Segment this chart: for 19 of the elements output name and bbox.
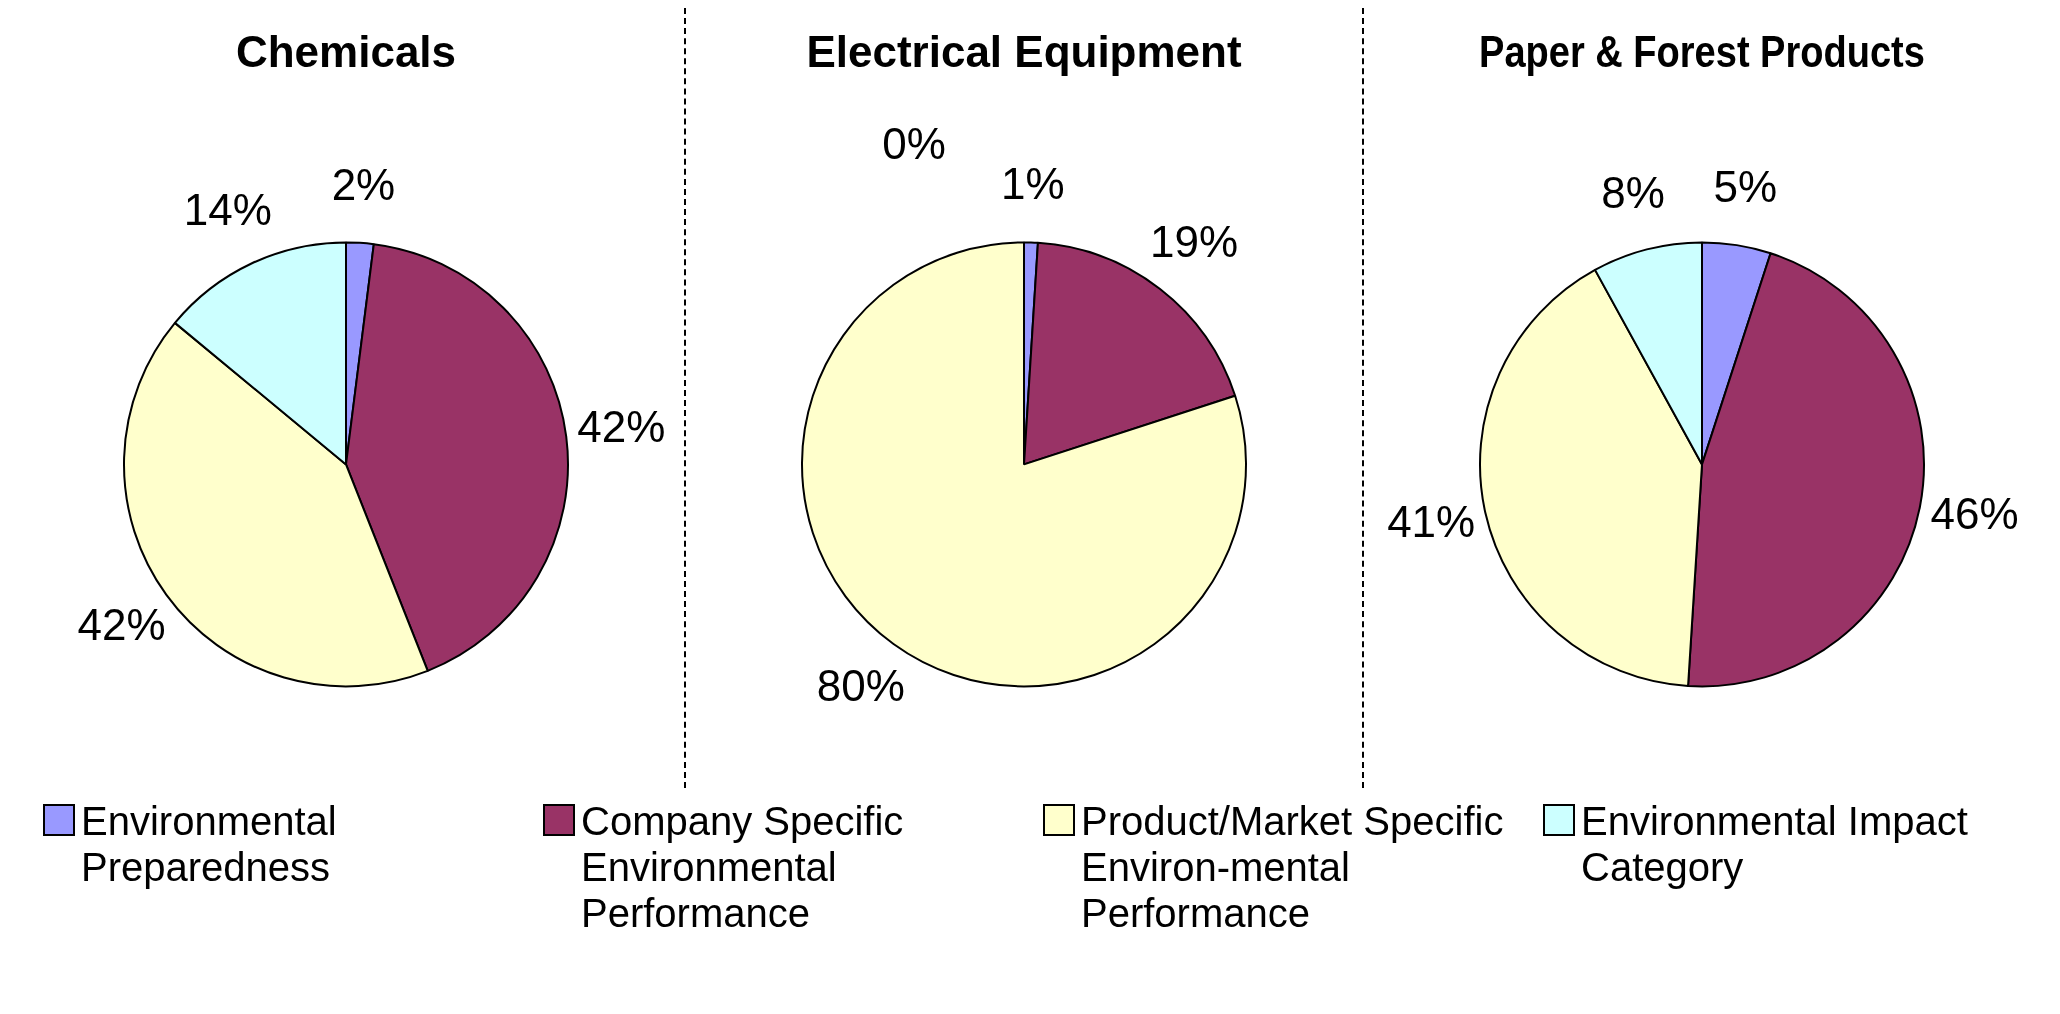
data-label: 42% xyxy=(577,401,666,451)
chart-title: Electrical Equipment xyxy=(806,26,1242,76)
data-label: 41% xyxy=(1387,497,1476,547)
data-label: 8% xyxy=(1601,167,1665,217)
data-label: 14% xyxy=(183,185,272,235)
data-label: 2% xyxy=(331,159,396,209)
legend-label: Company Specific Environmental Performance xyxy=(581,798,905,936)
legend-label: Product/Market Specific Environ-mental Performance xyxy=(1081,798,1505,936)
data-label: 46% xyxy=(1930,488,2019,538)
data-label: 5% xyxy=(1713,162,1778,212)
legend-label: Environmental Impact Category xyxy=(1581,798,1969,890)
chart-title: Chemicals xyxy=(235,26,457,76)
data-label: 42% xyxy=(77,599,166,649)
data-label: 80% xyxy=(816,661,905,711)
chart-title: Paper & Forest Products xyxy=(1479,26,1925,77)
data-label: 1% xyxy=(1000,159,1065,209)
legend-label: Environmental Preparedness xyxy=(81,798,338,890)
text: 0% xyxy=(882,119,946,169)
data-label: 19% xyxy=(1150,217,1239,267)
